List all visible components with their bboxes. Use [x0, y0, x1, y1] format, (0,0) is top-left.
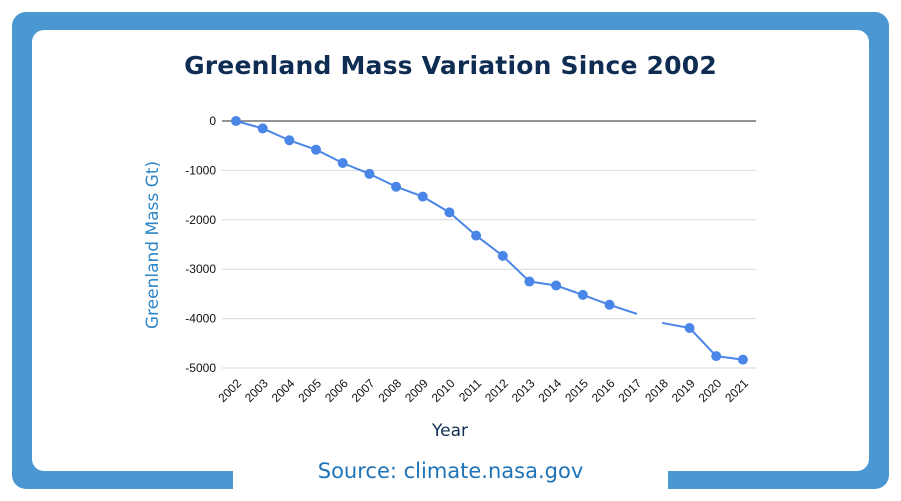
x-tick-label: 2013	[509, 376, 538, 405]
x-tick-label: 2004	[269, 376, 298, 405]
x-tick-label: 2009	[402, 376, 431, 405]
x-tick-label: 2007	[349, 376, 378, 405]
grid-layer	[222, 120, 756, 369]
data-point	[497, 250, 508, 261]
x-axis-label: Year	[431, 421, 468, 441]
data-point	[577, 289, 588, 300]
data-point	[231, 116, 241, 126]
y-axis-ticks: 0 -1000 -2000 -3000 -4000 -5000	[185, 114, 216, 375]
source-caption: Source: climate.nasa.gov	[317, 459, 584, 483]
data-point	[257, 123, 268, 134]
y-axis-label: Greenland Mass Gt)	[143, 161, 163, 329]
data-point	[711, 351, 722, 362]
chart-card	[32, 30, 869, 471]
series-line	[235, 120, 610, 306]
data-point	[444, 207, 455, 218]
data-point	[311, 144, 322, 155]
x-tick-label: 2017	[616, 376, 645, 405]
x-tick-label: 2003	[242, 376, 271, 405]
x-tick-label: 2002	[215, 376, 244, 405]
x-tick-label: 2019	[669, 376, 698, 405]
x-axis-ticks: 2002200320042005200620072008200920102011…	[215, 376, 751, 405]
x-tick-label: 2014	[535, 376, 564, 405]
x-tick-label: 2006	[322, 376, 351, 405]
data-point	[471, 230, 482, 241]
series-point-layer	[231, 116, 748, 365]
x-tick-label: 2016	[589, 376, 618, 405]
data-point	[604, 299, 615, 310]
x-tick-label: 2010	[429, 376, 458, 405]
chart-title: Greenland Mass Variation Since 2002	[184, 51, 717, 80]
x-tick-label: 2015	[562, 376, 591, 405]
x-tick-label: 2011	[456, 376, 484, 404]
x-tick-label: 2008	[375, 376, 404, 405]
data-point	[391, 181, 402, 192]
y-tick-label: -4000	[185, 312, 216, 326]
series-line-layer	[235, 120, 744, 361]
x-tick-label: 2021	[722, 376, 751, 405]
x-tick-label: 2018	[642, 376, 671, 405]
x-tick-label: 2020	[696, 376, 725, 405]
data-point	[284, 135, 295, 146]
y-tick-label: -5000	[185, 361, 216, 375]
data-point	[684, 322, 695, 333]
data-point	[524, 276, 535, 287]
data-point	[551, 280, 562, 291]
y-tick-label: 0	[209, 114, 216, 128]
y-tick-label: -2000	[185, 213, 216, 227]
y-tick-label: -1000	[185, 163, 216, 177]
x-tick-label: 2005	[295, 376, 324, 405]
data-point	[737, 354, 748, 365]
data-point	[417, 191, 428, 202]
x-tick-label: 2012	[482, 376, 511, 405]
data-point	[364, 168, 375, 179]
source-gap	[233, 470, 668, 492]
y-tick-label: -3000	[185, 262, 216, 276]
data-point	[337, 157, 348, 168]
